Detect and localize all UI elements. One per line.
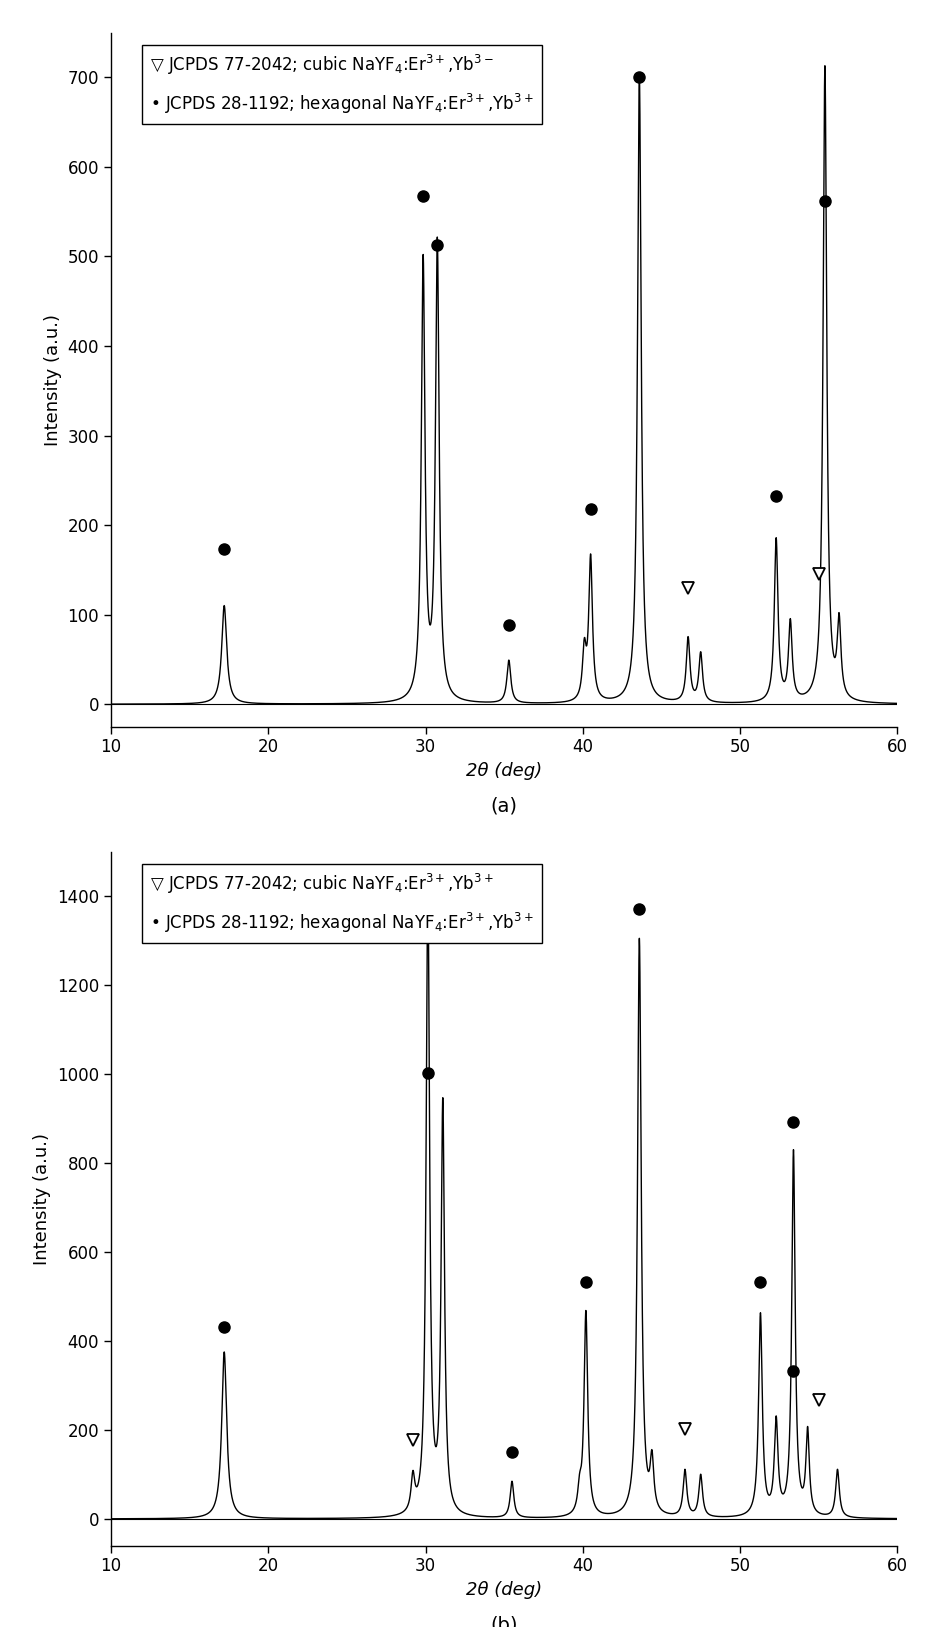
X-axis label: 2θ (deg): 2θ (deg) [466,1581,542,1599]
Text: ▽ JCPDS 77-2042; cubic NaYF$_4$:Er$^{3+}$,Yb$^{3+}$
• JCPDS 28-1192; hexagonal N: ▽ JCPDS 77-2042; cubic NaYF$_4$:Er$^{3+}… [150,872,534,936]
Y-axis label: Intensity (a.u.): Intensity (a.u.) [33,1132,52,1264]
Text: ▽ JCPDS 77-2042; cubic NaYF$_4$:Er$^{3+}$,Yb$^{3-}$
• JCPDS 28-1192; hexagonal N: ▽ JCPDS 77-2042; cubic NaYF$_4$:Er$^{3+}… [150,54,534,116]
X-axis label: 2θ (deg): 2θ (deg) [466,761,542,779]
Y-axis label: Intensity (a.u.): Intensity (a.u.) [44,314,62,446]
Text: (b): (b) [490,1616,518,1627]
Text: (a): (a) [490,796,518,815]
